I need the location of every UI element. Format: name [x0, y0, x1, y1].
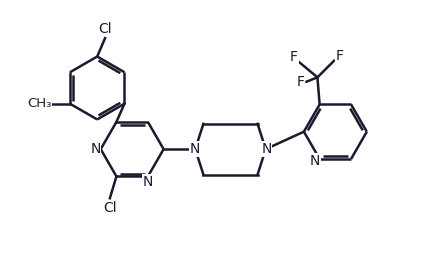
Text: N: N	[143, 175, 153, 189]
Text: N: N	[310, 154, 320, 168]
Text: F: F	[296, 75, 305, 89]
Text: N: N	[90, 142, 101, 156]
Text: F: F	[290, 50, 298, 64]
Text: N: N	[262, 142, 272, 156]
Text: Cl: Cl	[98, 21, 112, 35]
Text: F: F	[335, 49, 343, 63]
Text: CH₃: CH₃	[27, 97, 52, 110]
Text: Cl: Cl	[103, 201, 117, 215]
Text: N: N	[189, 142, 199, 156]
